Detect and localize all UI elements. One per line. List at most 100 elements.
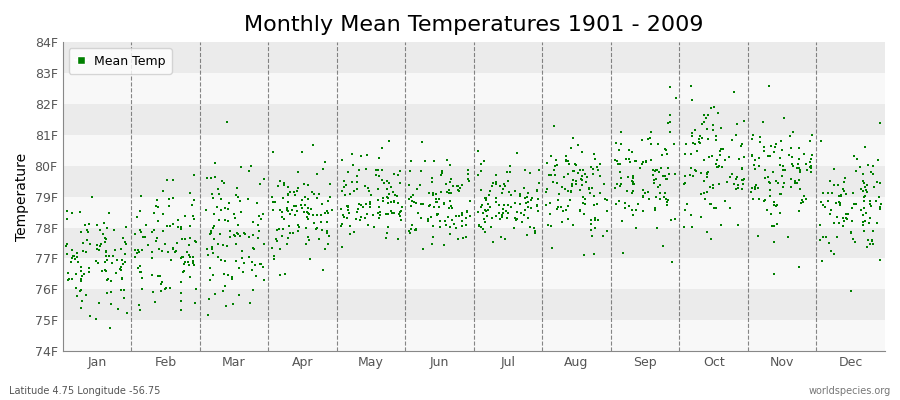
Point — [163, 256, 177, 263]
Point — [763, 142, 778, 149]
Point — [821, 198, 835, 204]
Point — [322, 232, 337, 239]
Point — [375, 177, 390, 183]
Point — [688, 141, 703, 148]
Point — [366, 224, 381, 230]
Point — [98, 268, 112, 274]
Point — [559, 157, 573, 163]
Point — [697, 112, 711, 118]
Point — [736, 176, 751, 183]
Point — [92, 247, 106, 253]
Point — [139, 234, 153, 240]
Point — [715, 164, 729, 170]
Point — [653, 164, 668, 171]
Point — [455, 181, 470, 188]
Point — [89, 316, 104, 322]
Point — [350, 186, 365, 192]
Point — [502, 163, 517, 170]
Point — [277, 180, 292, 186]
Point — [246, 218, 260, 225]
Point — [821, 190, 835, 196]
Point — [436, 200, 451, 206]
Point — [588, 217, 602, 224]
Point — [256, 176, 271, 182]
Point — [117, 295, 131, 301]
Point — [325, 207, 339, 214]
Point — [100, 277, 114, 283]
Point — [586, 171, 600, 177]
Point — [433, 218, 447, 225]
Point — [266, 245, 280, 251]
Point — [489, 213, 503, 220]
Point — [427, 204, 441, 210]
Point — [275, 226, 290, 232]
Point — [443, 190, 457, 196]
Point — [710, 164, 724, 170]
Bar — [62, 104, 885, 135]
Point — [445, 216, 459, 223]
Point — [492, 216, 507, 222]
Point — [639, 159, 653, 165]
Point — [118, 259, 132, 265]
Point — [860, 182, 874, 188]
Point — [301, 181, 315, 188]
Point — [781, 234, 796, 240]
Point — [858, 218, 872, 224]
Point — [822, 240, 836, 247]
Point — [544, 210, 558, 217]
Point — [731, 222, 745, 228]
Point — [767, 199, 781, 205]
Point — [531, 167, 545, 173]
Point — [724, 170, 739, 177]
Point — [752, 154, 766, 161]
Point — [796, 198, 810, 205]
Point — [678, 172, 692, 179]
Point — [392, 180, 407, 187]
Point — [574, 176, 589, 182]
Point — [227, 211, 241, 217]
Point — [699, 170, 714, 176]
Point — [817, 204, 832, 210]
Point — [641, 188, 655, 195]
Point — [529, 203, 544, 210]
Point — [216, 241, 230, 248]
Point — [700, 126, 715, 133]
Point — [704, 236, 718, 242]
Point — [118, 251, 132, 257]
Point — [543, 200, 557, 206]
Point — [286, 189, 301, 195]
Point — [799, 167, 814, 173]
Point — [873, 180, 887, 186]
Point — [390, 193, 404, 200]
Point — [544, 153, 558, 160]
Point — [301, 204, 315, 211]
Point — [626, 173, 640, 180]
Point — [683, 172, 698, 178]
Point — [548, 156, 562, 163]
Point — [104, 289, 118, 295]
Point — [493, 234, 508, 241]
Point — [699, 228, 714, 235]
Point — [489, 179, 503, 185]
Point — [323, 180, 338, 187]
Point — [387, 210, 401, 216]
Point — [221, 206, 236, 212]
Point — [819, 234, 833, 241]
Point — [414, 215, 428, 222]
Point — [266, 256, 281, 262]
Point — [270, 227, 284, 234]
Point — [426, 190, 440, 196]
Point — [211, 186, 225, 192]
Point — [392, 171, 406, 178]
Point — [862, 220, 877, 226]
Point — [434, 172, 448, 178]
Point — [704, 105, 718, 111]
Point — [583, 190, 598, 196]
Point — [384, 198, 399, 205]
Point — [773, 138, 788, 144]
Point — [112, 266, 127, 272]
Point — [231, 292, 246, 298]
Point — [706, 185, 720, 191]
Point — [203, 230, 218, 237]
Point — [729, 186, 743, 192]
